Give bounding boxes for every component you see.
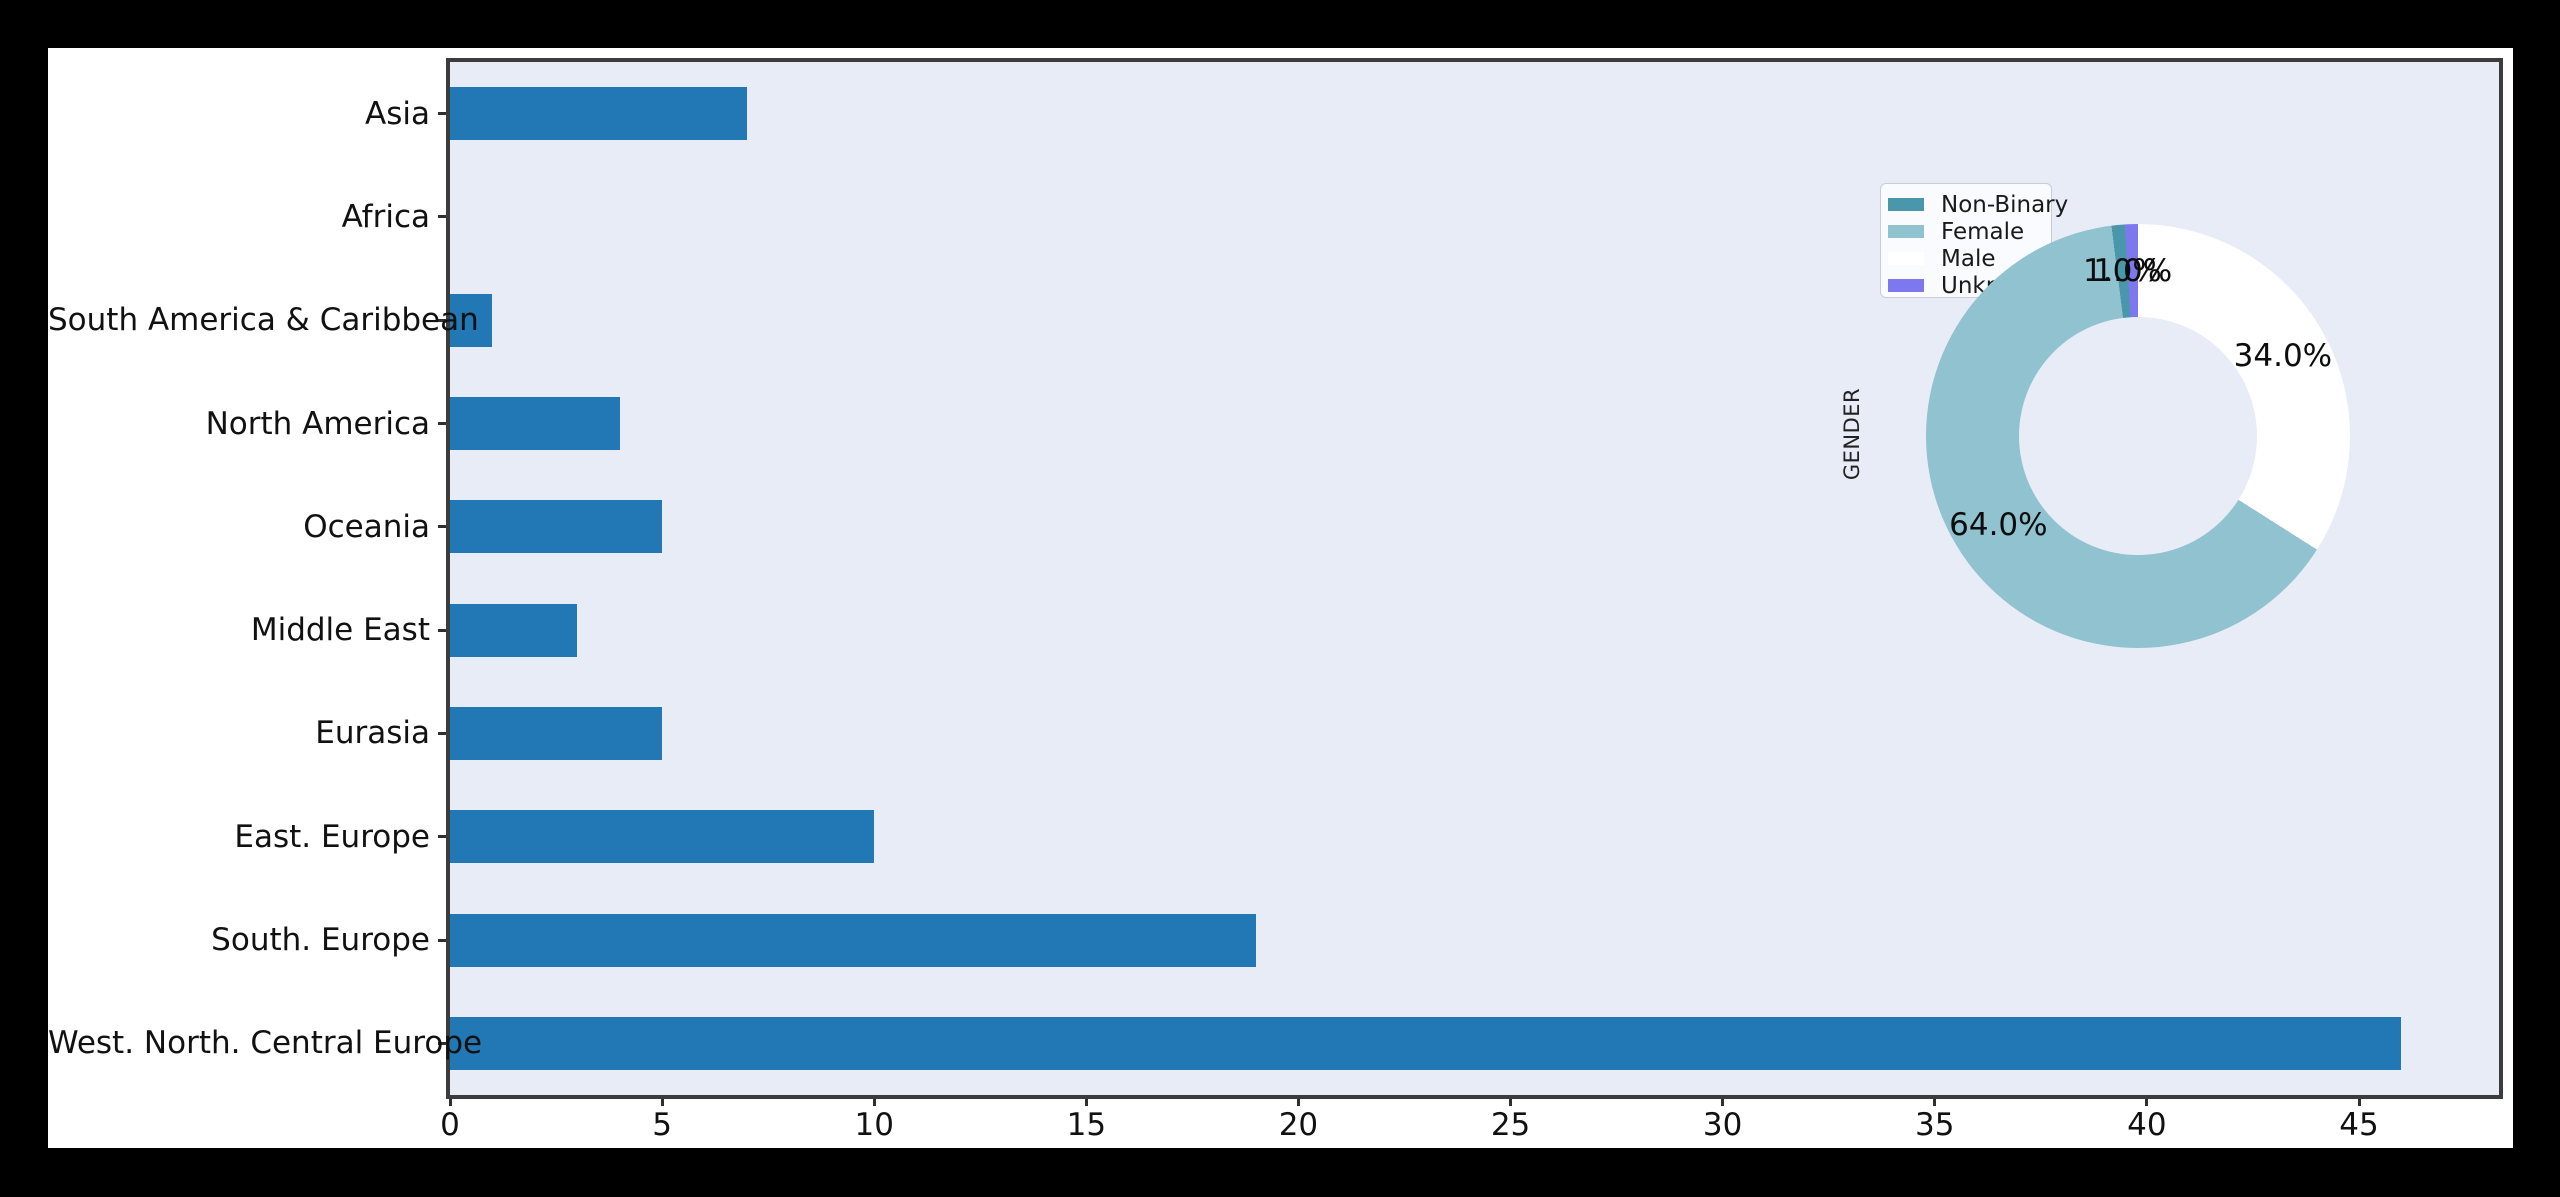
y-axis-tick <box>438 938 446 942</box>
y-axis-tick <box>438 318 446 322</box>
bar <box>450 1016 2402 1070</box>
x-axis-tick <box>1721 1099 1725 1106</box>
y-axis-tick <box>438 835 446 839</box>
x-axis-tick-label: 0 <box>440 1107 460 1143</box>
legend-swatch <box>1888 225 1924 238</box>
x-axis-tick-label: 25 <box>1490 1107 1531 1143</box>
bar <box>450 397 620 451</box>
x-axis-tick-label: 20 <box>1278 1107 1319 1143</box>
x-axis-tick-label: 15 <box>1066 1107 1107 1143</box>
x-axis-tick <box>660 1099 664 1106</box>
x-axis-tick <box>2145 1099 2149 1106</box>
y-axis-category-label: East. Europe <box>234 818 430 855</box>
x-axis-tick-label: 30 <box>1702 1107 1743 1143</box>
donut-hole <box>2019 317 2257 555</box>
y-axis-category-label: Middle East <box>250 612 430 649</box>
legend-label: Male <box>1941 245 1996 272</box>
x-axis-tick <box>872 1099 876 1106</box>
legend-item: Male <box>1888 245 2051 272</box>
pie-pct-label: 34.0% <box>2233 338 2333 375</box>
y-axis-category-label: Africa <box>341 198 430 235</box>
pie-ylabel-gender: GENDER <box>1840 387 1864 481</box>
bar <box>450 603 578 657</box>
y-axis-tick <box>438 525 446 529</box>
y-axis-tick <box>438 628 446 632</box>
x-axis-tick-label: 40 <box>2127 1107 2167 1143</box>
x-axis-tick <box>448 1099 452 1106</box>
legend-item: Non-Binary <box>1888 191 2068 218</box>
bar <box>450 500 663 554</box>
x-axis-tick-label: 10 <box>854 1107 894 1143</box>
x-axis-tick-label: 5 <box>652 1107 672 1143</box>
legend-swatch <box>1888 198 1924 211</box>
y-axis-category-label: North America <box>205 405 430 442</box>
bar <box>450 913 1257 967</box>
y-axis-tick <box>438 422 446 426</box>
legend-label: Female <box>1941 218 2025 245</box>
legend-swatch <box>1888 252 1924 265</box>
x-axis-tick <box>1933 1099 1937 1106</box>
x-axis-tick <box>1084 1099 1088 1106</box>
y-axis-category-label: West. North. Central Europe <box>48 1025 483 1062</box>
x-axis-tick <box>1509 1099 1513 1106</box>
y-axis-category-label: South America & Caribbean <box>48 302 479 339</box>
y-axis-tick <box>438 112 446 116</box>
bar <box>450 706 663 760</box>
bar <box>450 293 493 347</box>
y-axis-category-label: Oceania <box>303 508 430 545</box>
y-axis-tick <box>438 1041 446 1045</box>
y-axis-category-label: Asia <box>365 95 430 132</box>
x-axis-tick <box>1296 1099 1300 1106</box>
x-axis-tick <box>2357 1099 2361 1106</box>
y-axis-category-label: South. Europe <box>211 922 430 959</box>
pie-legend: Non-BinaryFemaleMaleUnknown <box>1880 183 2068 299</box>
x-axis-tick-label: 35 <box>1915 1107 1955 1143</box>
pie-pct-label: 64.0% <box>1949 506 2048 543</box>
legend-swatch <box>1888 279 1924 292</box>
pie-pct-label: 1.0% <box>2093 252 2173 289</box>
y-axis-tick <box>438 731 446 735</box>
legend-label: Non-Binary <box>1941 191 2069 218</box>
pie-pct-label: 1.0% <box>2083 253 2162 290</box>
bar <box>450 810 875 864</box>
legend-item: Female <box>1888 218 2051 245</box>
chart-figure: GENDER Non-BinaryFemaleMaleUnknown Asia A… <box>48 48 2513 1148</box>
bar <box>450 87 747 141</box>
y-axis-tick <box>438 215 446 219</box>
y-axis-category-label: Eurasia <box>315 715 430 752</box>
x-axis-tick-label: 45 <box>2339 1107 2379 1143</box>
